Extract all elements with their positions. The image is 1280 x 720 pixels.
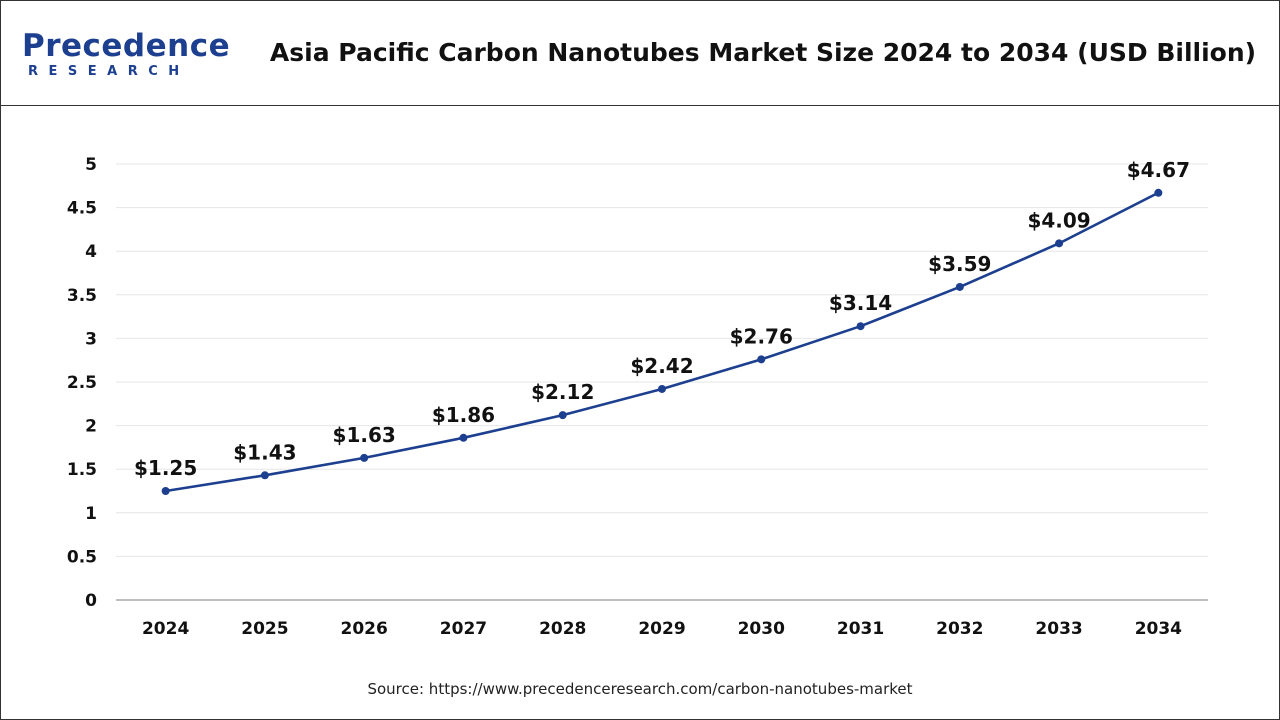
- source-note: Source: https://www.precedenceresearch.c…: [367, 680, 913, 698]
- data-point: [955, 282, 964, 291]
- data-point: [459, 433, 468, 442]
- data-point: [757, 355, 766, 364]
- y-tick-label: 3: [85, 329, 97, 349]
- chart-title: Asia Pacific Carbon Nanotubes Market Siz…: [269, 38, 1257, 67]
- x-tick-label: 2028: [539, 619, 586, 639]
- data-label: $2.76: [730, 324, 793, 348]
- data-label: $1.43: [233, 440, 296, 464]
- x-tick-label: 2032: [936, 619, 983, 639]
- data-label: $1.25: [134, 456, 197, 480]
- data-point: [360, 453, 369, 462]
- data-point: [1154, 188, 1163, 197]
- data-point: [558, 411, 567, 420]
- y-tick-label: 5: [85, 155, 97, 175]
- data-label: $4.09: [1027, 208, 1090, 232]
- series-line: [165, 191, 1159, 493]
- data-label: $3.59: [928, 252, 991, 276]
- y-tick-label: 0: [85, 591, 97, 611]
- x-tick-label: 2034: [1135, 619, 1182, 639]
- y-tick-label: 4: [85, 242, 97, 262]
- y-tick-label: 4.5: [67, 199, 97, 219]
- x-tick-label: 2025: [241, 619, 288, 639]
- brand-logo: Precedence RESEARCH: [22, 28, 230, 84]
- data-label: $2.42: [630, 354, 693, 378]
- x-tick-label: 2031: [837, 619, 884, 639]
- x-tick-label: 2033: [1035, 619, 1082, 639]
- data-label: $4.67: [1127, 158, 1190, 182]
- brand-name: Precedence: [22, 28, 231, 64]
- data-point: [260, 471, 269, 480]
- data-point: [161, 487, 170, 495]
- data-label: $1.86: [432, 403, 495, 427]
- data-point: [658, 384, 666, 393]
- x-tick-label: 2030: [738, 619, 785, 639]
- brand-sub: RESEARCH: [28, 64, 190, 79]
- y-tick-label: 0.5: [67, 547, 97, 567]
- y-tick-label: 2.5: [67, 373, 97, 393]
- y-tick-label: 2: [85, 417, 97, 437]
- x-tick-label: 2024: [142, 619, 189, 639]
- data-point: [1055, 239, 1064, 248]
- y-tick-label: 1: [85, 504, 97, 524]
- line-chart: 0 0.5 1 1.5 2 2.5 3 3.5 4 4.5 5 2024 2025 2026 2027 202…: [67, 155, 1208, 639]
- x-tick-label: 2029: [638, 619, 685, 639]
- data-point: [856, 322, 865, 331]
- y-tick-label: 1.5: [67, 460, 97, 480]
- x-tick-label: 2027: [440, 619, 487, 639]
- data-label: $1.63: [333, 423, 396, 447]
- header: Precedence RESEARCH Asia Pacific Carbon …: [0, 0, 1280, 106]
- y-tick-label: 3.5: [67, 286, 97, 306]
- x-tick-label: 2026: [341, 619, 388, 639]
- data-label: $3.14: [829, 291, 892, 315]
- data-label: $2.12: [531, 380, 594, 404]
